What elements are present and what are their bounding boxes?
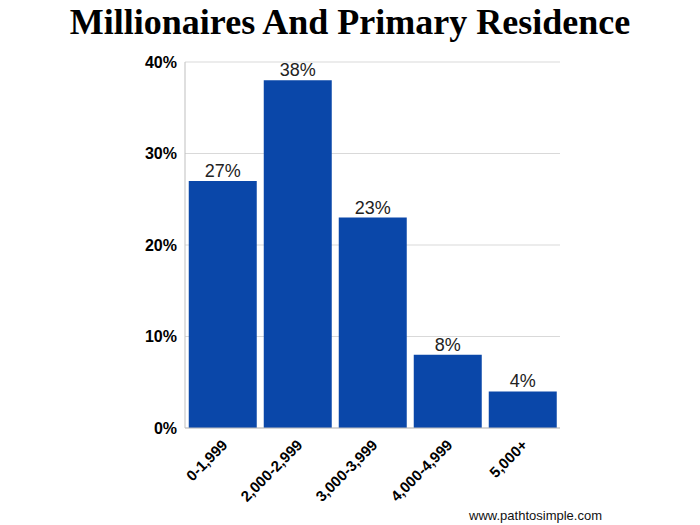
html-text:www.pathtosimple.com: www.pathtosimple.com <box>469 508 602 523</box>
svg-text:27%: 27% <box>205 161 241 181</box>
svg-text:2,000-2,999: 2,000-2,999 <box>237 436 306 505</box>
svg-text:3,000-3,999: 3,000-3,999 <box>312 436 381 505</box>
svg-text:8%: 8% <box>435 335 461 355</box>
svg-text:20%: 20% <box>145 237 177 254</box>
html-text:Millionaires And Primary Resid: Millionaires And Primary Residence <box>69 2 631 42</box>
svg-text:10%: 10% <box>145 328 177 345</box>
svg-text:38%: 38% <box>280 60 316 80</box>
svg-text:40%: 40% <box>145 54 177 71</box>
svg-text:4%: 4% <box>510 371 536 391</box>
svg-text:30%: 30% <box>145 145 177 162</box>
svg-text:23%: 23% <box>355 198 391 218</box>
svg-text:4,000-4,999: 4,000-4,999 <box>387 436 456 505</box>
svg-text:5,000+: 5,000+ <box>486 436 531 481</box>
svg-text:0-1,999: 0-1,999 <box>183 436 231 484</box>
svg-text:0%: 0% <box>154 420 177 437</box>
